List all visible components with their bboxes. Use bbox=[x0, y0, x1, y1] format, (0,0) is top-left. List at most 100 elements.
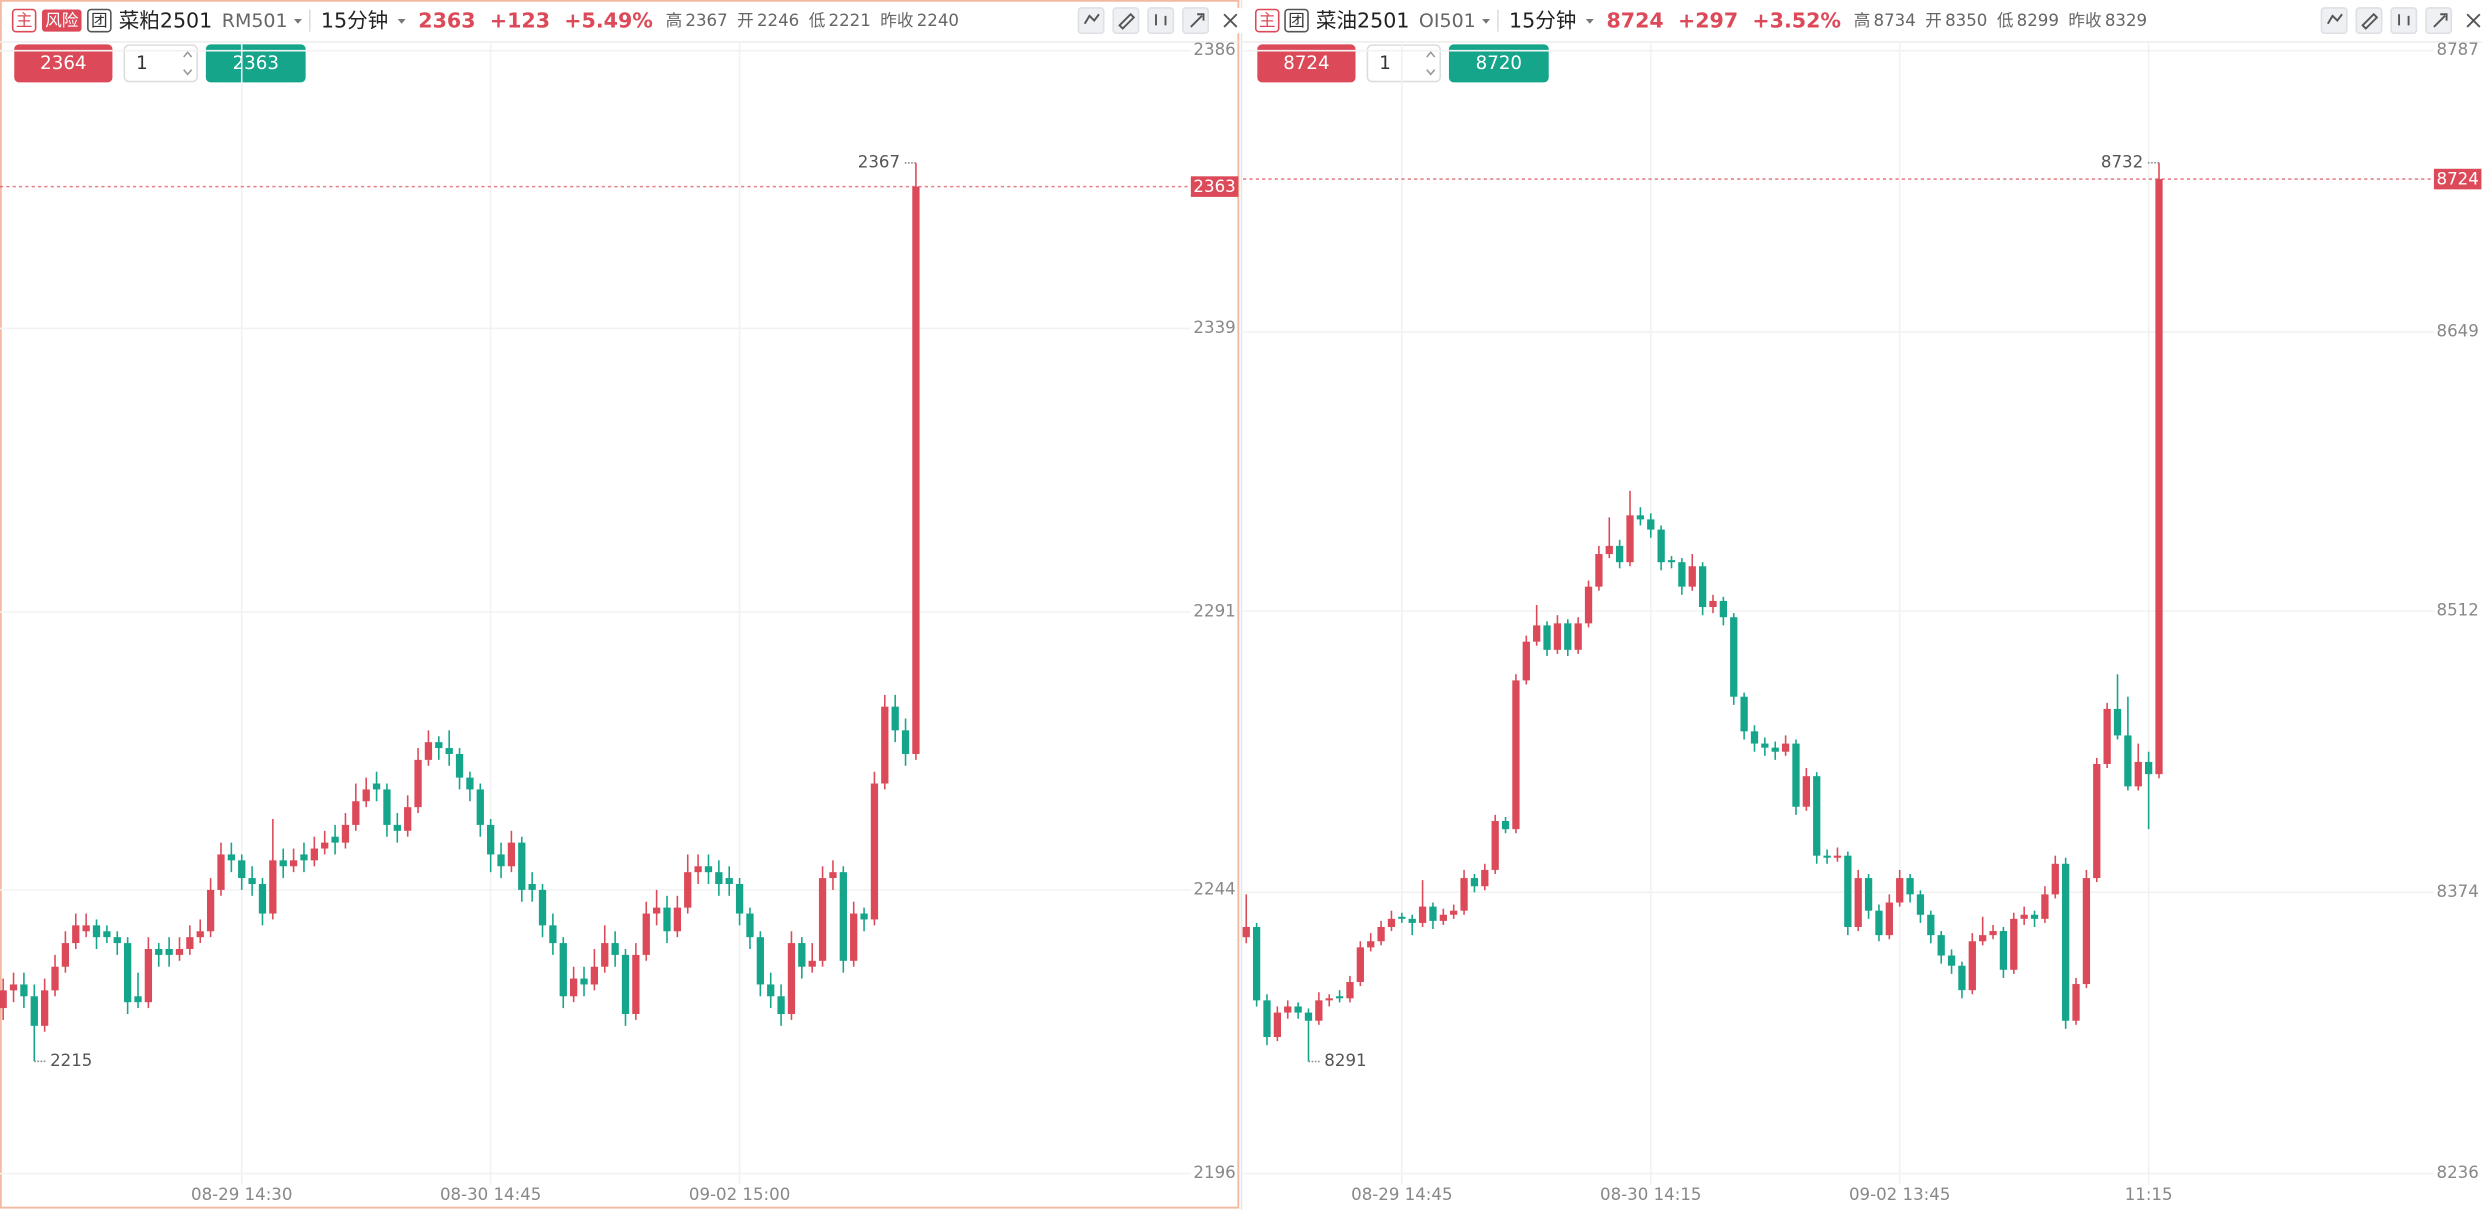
candle-body bbox=[715, 872, 723, 884]
candle-body bbox=[694, 866, 702, 873]
candle-body bbox=[528, 883, 536, 890]
quantity-input[interactable] bbox=[1366, 44, 1442, 83]
candle-body bbox=[1501, 821, 1510, 830]
badge bbox=[11, 8, 37, 33]
candle-body bbox=[1595, 554, 1603, 587]
candle-body bbox=[1968, 941, 1976, 991]
candle-body bbox=[2103, 708, 2111, 764]
candle-body bbox=[113, 937, 121, 944]
high-marker-label: 8732 bbox=[2101, 152, 2143, 171]
toolbar-button[interactable] bbox=[1147, 7, 1175, 35]
last-price: 2363 bbox=[418, 8, 475, 32]
dropdown-arrow[interactable] bbox=[293, 19, 302, 24]
candle-body bbox=[414, 759, 422, 808]
sell-price[interactable]: 8720 bbox=[1476, 53, 1522, 74]
sell-button[interactable] bbox=[205, 44, 306, 83]
candle-body bbox=[2030, 914, 2039, 919]
candle-body bbox=[1418, 906, 1427, 923]
toolbar-button[interactable] bbox=[1112, 7, 1140, 35]
candle-body bbox=[684, 872, 692, 908]
candle-body bbox=[2155, 179, 2163, 775]
candle-body bbox=[279, 860, 287, 867]
period-select[interactable]: 15分钟 bbox=[321, 8, 388, 32]
candle-body bbox=[175, 948, 184, 955]
candle-body bbox=[818, 878, 827, 961]
quantity-value[interactable]: 1 bbox=[136, 53, 148, 74]
buy-button[interactable] bbox=[1257, 44, 1356, 83]
dropdown-arrow[interactable] bbox=[1482, 19, 1491, 24]
toolbar-button[interactable] bbox=[2390, 7, 2418, 35]
candle-body bbox=[248, 878, 256, 884]
candle-body bbox=[2020, 914, 2028, 919]
badge-text: 团 bbox=[1288, 11, 1305, 30]
candle-body bbox=[30, 996, 38, 1026]
stat-label: 高 bbox=[1854, 11, 1871, 30]
stat-value: 2221 bbox=[829, 11, 871, 30]
candle-body bbox=[1896, 878, 1904, 903]
quantity-value[interactable]: 1 bbox=[1379, 53, 1391, 74]
dropdown-arrow[interactable] bbox=[397, 19, 406, 24]
candle-body bbox=[1823, 855, 1831, 858]
sell-price[interactable]: 2363 bbox=[233, 53, 279, 74]
y-tick-label: 2196 bbox=[1193, 1163, 1235, 1182]
candle-body bbox=[1709, 600, 1717, 608]
toolbar-button[interactable] bbox=[2320, 7, 2348, 35]
candle-body bbox=[1719, 600, 1728, 618]
contract-name: 菜粕2501 bbox=[119, 8, 213, 32]
candle-body bbox=[1346, 982, 1354, 999]
dropdown-arrow[interactable] bbox=[1585, 19, 1594, 24]
candle-body bbox=[1647, 519, 1655, 530]
candle-body bbox=[289, 860, 298, 867]
toolbar-button[interactable] bbox=[2355, 7, 2383, 35]
buy-button[interactable] bbox=[14, 44, 113, 83]
last-price-tag bbox=[1190, 176, 1239, 197]
candle-body bbox=[621, 954, 630, 1015]
candle-body bbox=[901, 730, 910, 754]
candle-body bbox=[1771, 747, 1779, 752]
candle-body bbox=[777, 996, 785, 1015]
candle-body bbox=[569, 978, 578, 997]
buy-price[interactable]: 8724 bbox=[1283, 53, 1329, 74]
price-change: +123 bbox=[490, 8, 550, 32]
candle-body bbox=[1844, 855, 1852, 927]
candle-body bbox=[1605, 545, 1613, 555]
candle-body bbox=[1864, 878, 1873, 911]
spinner[interactable] bbox=[183, 51, 193, 76]
period-select[interactable]: 15分钟 bbox=[1509, 8, 1576, 32]
candle-body bbox=[1522, 641, 1530, 681]
candle-body bbox=[1833, 855, 1842, 858]
candle-body bbox=[269, 860, 277, 914]
candle-body bbox=[1626, 515, 1634, 563]
candle-body bbox=[92, 925, 101, 938]
last-price-tag bbox=[2433, 168, 2482, 190]
candle-body bbox=[1294, 1006, 1302, 1013]
candle-body bbox=[393, 824, 401, 831]
stat-value: 2240 bbox=[917, 11, 959, 30]
candle-body bbox=[51, 966, 59, 991]
y-tick-label: 2291 bbox=[1193, 602, 1235, 621]
candle-body bbox=[238, 860, 246, 879]
candle-body bbox=[1367, 941, 1375, 948]
sell-button[interactable] bbox=[1448, 44, 1549, 83]
y-tick-label: 2339 bbox=[1193, 318, 1235, 337]
candle-body bbox=[445, 748, 453, 754]
candle-body bbox=[507, 842, 516, 867]
candle-body bbox=[870, 783, 879, 920]
candle-body bbox=[839, 872, 847, 961]
candle-body bbox=[1273, 1012, 1282, 1038]
candle-body bbox=[1813, 776, 1821, 856]
toolbar-button[interactable] bbox=[1077, 7, 1105, 35]
candle-body bbox=[1553, 623, 1562, 650]
candle-body bbox=[144, 948, 153, 1003]
quantity-input[interactable] bbox=[123, 44, 198, 83]
spinner[interactable] bbox=[1426, 51, 1436, 76]
chart-panel: 主风险团菜粕2501 RM501 15分钟 2363 +123 +5.49% 高 2367 开 2… bbox=[0, 7, 1244, 1204]
candle-body bbox=[642, 913, 650, 955]
chart-panel: 主团菜油2501 OI501 15分钟 8724 +297 +3.52% 高 8734 开 835… bbox=[1242, 7, 2483, 1204]
toolbar-button[interactable] bbox=[2460, 7, 2483, 34]
buy-price[interactable]: 2364 bbox=[40, 53, 86, 74]
candle-body bbox=[123, 943, 132, 1003]
candle-body bbox=[1750, 731, 1759, 744]
stat-label: 昨收 bbox=[2068, 11, 2102, 30]
candle-body bbox=[1377, 926, 1385, 942]
